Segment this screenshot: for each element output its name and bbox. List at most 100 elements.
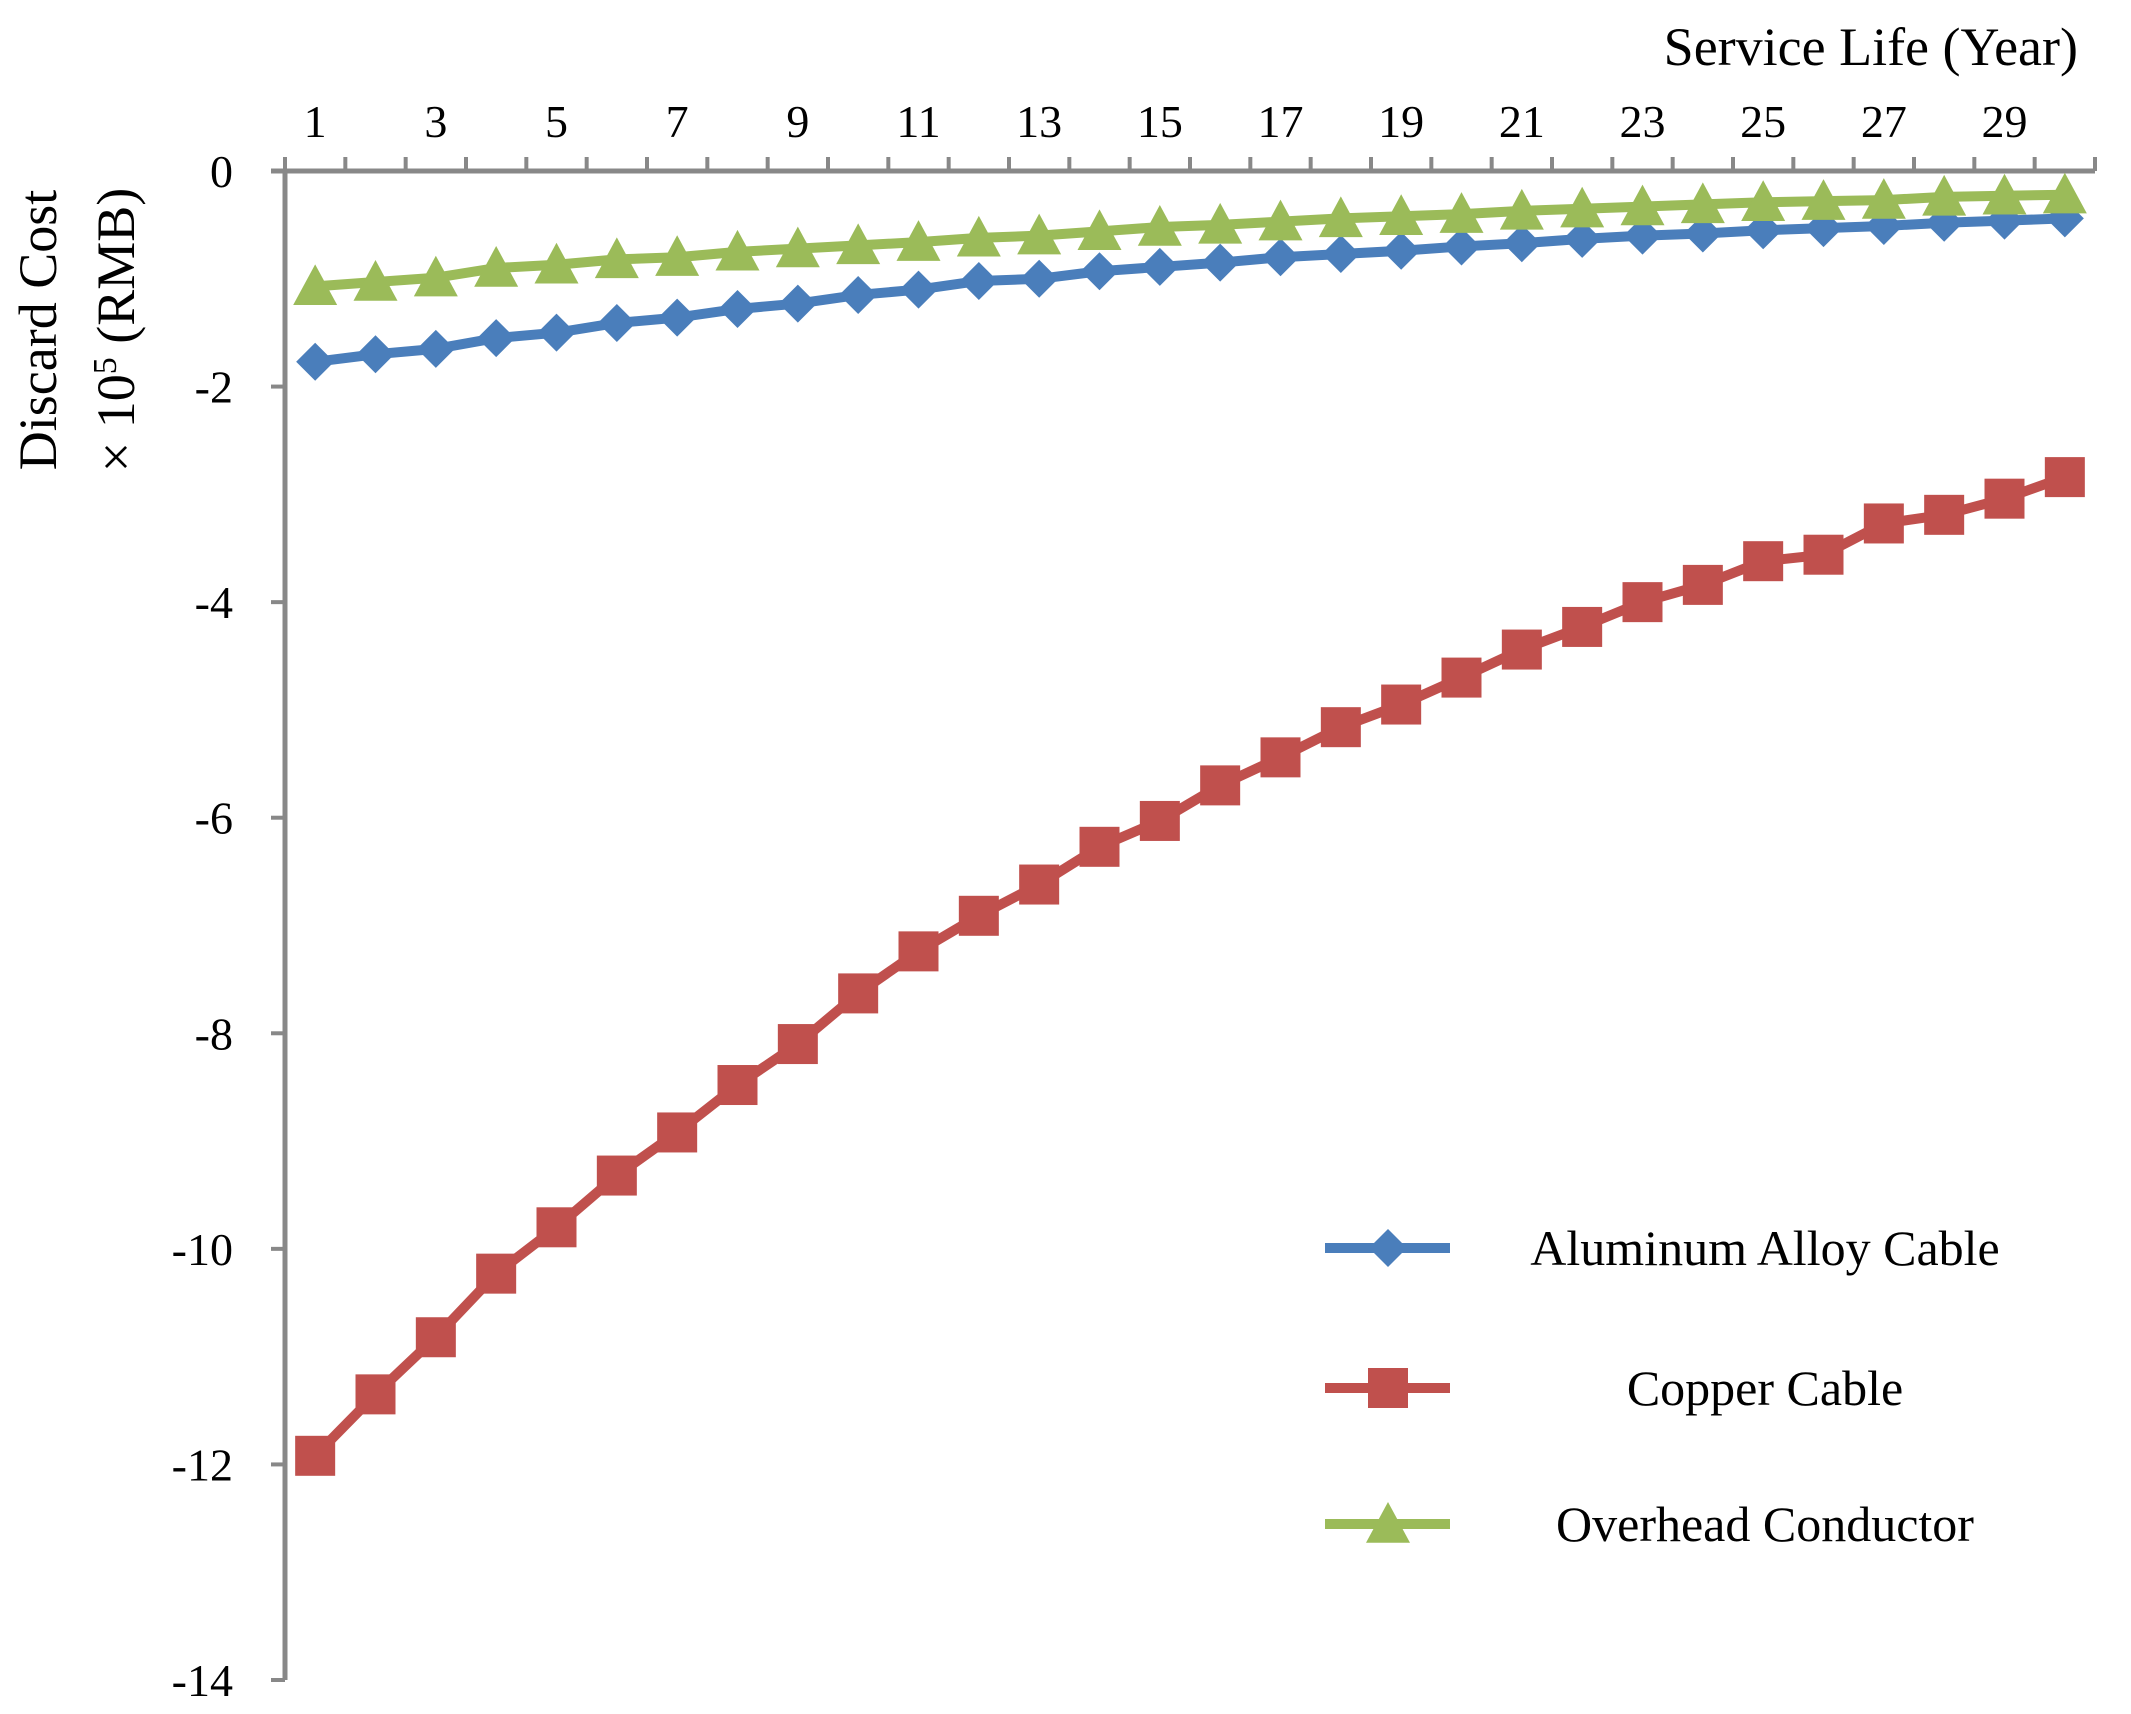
data-point-aluminum-alloy-cable xyxy=(597,303,636,342)
data-point-copper-cable xyxy=(1381,684,1422,725)
data-point-overhead-conductor xyxy=(534,242,579,284)
data-point-overhead-conductor xyxy=(655,235,700,276)
data-point-aluminum-alloy-cable xyxy=(1563,219,1602,258)
data-point-copper-cable xyxy=(777,1024,818,1065)
x-tick-label: 29 xyxy=(1982,96,2028,147)
legend-label: Overhead Conductor xyxy=(1556,1496,1974,1552)
data-point-overhead-conductor xyxy=(1922,174,1967,216)
x-tick-label: 17 xyxy=(1258,96,1304,147)
data-point-overhead-conductor xyxy=(1258,199,1303,241)
data-point-overhead-conductor xyxy=(1017,213,1062,255)
data-point-copper-cable xyxy=(355,1374,396,1415)
x-tick-label: 9 xyxy=(786,96,809,147)
data-point-copper-cable xyxy=(1743,541,1784,582)
y-axis-title-line2: × 105 (RMB) xyxy=(86,188,146,472)
data-point-aluminum-alloy-cable xyxy=(296,342,335,381)
legend-item-aluminum-alloy-cable: Aluminum Alloy Cable xyxy=(1325,1220,2000,1276)
data-point-aluminum-alloy-cable xyxy=(1382,231,1421,270)
data-point-copper-cable xyxy=(1441,657,1482,698)
data-point-overhead-conductor xyxy=(1318,196,1363,238)
legend-item-overhead-conductor: Overhead Conductor xyxy=(1325,1496,1974,1552)
series-copper-cable xyxy=(295,457,2085,1476)
y-tick-label: -8 xyxy=(195,1008,233,1059)
series-line-overhead-conductor xyxy=(314,189,2065,292)
series-layer xyxy=(293,172,2087,1476)
data-point-copper-cable xyxy=(476,1253,517,1294)
data-point-copper-cable xyxy=(838,973,879,1014)
data-point-copper-cable xyxy=(2044,457,2085,498)
data-point-copper-cable xyxy=(1924,494,1965,535)
x-tick-label: 13 xyxy=(1016,96,1062,147)
data-point-overhead-conductor xyxy=(715,229,760,271)
data-point-aluminum-alloy-cable xyxy=(1261,238,1300,277)
data-point-copper-cable xyxy=(1562,606,1603,647)
y-axis-title: Discard Cost × 105 (RMB) xyxy=(8,188,146,472)
data-point-copper-cable xyxy=(1622,582,1663,623)
y-tick-label: -14 xyxy=(172,1655,233,1706)
x-tick-label: 25 xyxy=(1740,96,1786,147)
legend-label: Aluminum Alloy Cable xyxy=(1530,1220,1999,1276)
data-point-overhead-conductor xyxy=(836,223,881,265)
data-point-copper-cable xyxy=(898,931,939,972)
data-point-aluminum-alloy-cable xyxy=(839,275,878,314)
data-point-overhead-conductor xyxy=(1680,182,1725,224)
data-point-overhead-conductor xyxy=(1077,209,1122,251)
data-point-copper-cable xyxy=(1863,503,1904,544)
x-tick-label: 19 xyxy=(1378,96,1424,147)
data-point-overhead-conductor xyxy=(413,255,458,297)
y-tick-label: -6 xyxy=(195,793,233,844)
y-axis-title-exponent: 5 xyxy=(87,357,124,374)
data-point-copper-cable xyxy=(1260,737,1301,778)
legend-marker xyxy=(1369,1229,1407,1267)
data-point-overhead-conductor xyxy=(1620,184,1665,226)
x-tick-label: 1 xyxy=(304,96,327,147)
y-axis-title-prefix: × 10 xyxy=(86,374,146,472)
data-point-overhead-conductor xyxy=(1801,179,1846,220)
data-point-copper-cable xyxy=(295,1435,336,1476)
data-point-aluminum-alloy-cable xyxy=(718,289,757,328)
series-line-copper-cable xyxy=(311,472,2067,1460)
x-tick-label: 11 xyxy=(896,96,940,147)
y-tick-label: -10 xyxy=(172,1224,233,1275)
data-point-overhead-conductor xyxy=(1560,186,1605,228)
x-tick-label: 5 xyxy=(545,96,568,147)
data-point-copper-cable xyxy=(1079,826,1120,867)
data-point-copper-cable xyxy=(1320,707,1361,748)
y-axis-title-suffix: (RMB) xyxy=(86,188,146,358)
data-point-copper-cable xyxy=(1984,478,2025,519)
data-point-overhead-conductor xyxy=(1439,192,1484,233)
legend-marker xyxy=(1368,1368,1408,1408)
data-point-copper-cable xyxy=(1139,800,1180,841)
data-point-aluminum-alloy-cable xyxy=(1020,259,1059,298)
y-tick-label: -4 xyxy=(195,577,233,628)
data-point-aluminum-alloy-cable xyxy=(1502,224,1541,263)
data-point-copper-cable xyxy=(596,1155,637,1196)
y-tick-label: -12 xyxy=(172,1439,233,1490)
legend-item-copper-cable: Copper Cable xyxy=(1325,1360,1903,1416)
data-point-overhead-conductor xyxy=(353,260,398,301)
data-point-aluminum-alloy-cable xyxy=(1201,243,1240,282)
data-point-overhead-conductor xyxy=(1982,173,2027,215)
x-tick-label: 21 xyxy=(1499,96,1545,147)
axes: 0-2-4-6-8-10-12-141 3 5 7 9 11 13 15 17 19 21 23 25 2… xyxy=(172,96,2097,1706)
data-point-overhead-conductor xyxy=(1499,188,1544,230)
data-point-copper-cable xyxy=(1682,564,1723,605)
data-point-aluminum-alloy-cable xyxy=(899,270,938,309)
data-point-aluminum-alloy-cable xyxy=(537,313,576,352)
legend-marker xyxy=(1366,1502,1410,1543)
data-point-overhead-conductor xyxy=(1861,178,1906,219)
legend: Aluminum Alloy Cable Copper Cable Overhead… xyxy=(1325,1220,2000,1552)
data-point-copper-cable xyxy=(1803,534,1844,575)
data-point-copper-cable xyxy=(1019,864,1060,905)
x-tick-label: 7 xyxy=(666,96,689,147)
data-point-aluminum-alloy-cable xyxy=(778,284,817,323)
y-tick-label: -2 xyxy=(195,362,233,413)
data-point-aluminum-alloy-cable xyxy=(959,261,998,300)
x-tick-label: 23 xyxy=(1620,96,1666,147)
data-point-copper-cable xyxy=(958,895,999,936)
data-point-aluminum-alloy-cable xyxy=(1140,247,1179,286)
legend-label: Copper Cable xyxy=(1627,1360,1903,1416)
series-overhead-conductor xyxy=(293,172,2087,306)
